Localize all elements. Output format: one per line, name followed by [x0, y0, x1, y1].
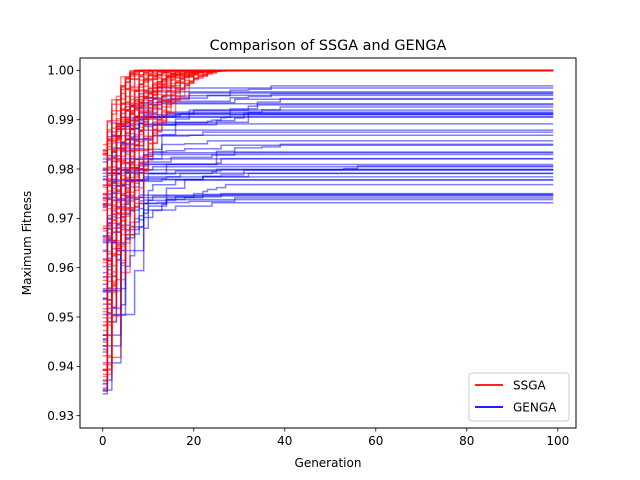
y-tick-label: 0.99 [47, 113, 74, 127]
genga-run-line [102, 183, 554, 381]
genga-run-line [102, 113, 554, 347]
genga-run-line [102, 169, 554, 316]
y-tick-label: 1.00 [47, 64, 74, 78]
plot-frame [79, 57, 577, 429]
genga-run-line [102, 176, 554, 199]
genga-run-line [102, 153, 554, 300]
genga-run-line [102, 166, 554, 200]
y-axis: 0.93 0.94 0.95 0.96 0.97 0.98 0.99 1.00 [47, 64, 80, 423]
genga-run-line [102, 194, 554, 341]
genga-run-line [102, 144, 554, 385]
legend: SSGA GENGA [468, 372, 570, 422]
y-tick-label: 0.96 [47, 261, 74, 275]
chart-title: Comparison of SSGA and GENGA [210, 38, 447, 54]
x-axis: 0 20 40 60 80 100 [99, 428, 569, 448]
y-tick-label: 0.95 [47, 310, 74, 324]
genga-run-line [102, 87, 554, 278]
genga-run-line [102, 106, 554, 351]
genga-run-line [102, 102, 554, 293]
legend-label-genga: GENGA [513, 401, 557, 415]
genga-run-line [102, 198, 554, 364]
genga-run-line [102, 123, 554, 274]
x-tick-label: 20 [186, 434, 201, 448]
y-tick-label: 0.97 [47, 212, 74, 226]
genga-run-line [102, 129, 554, 260]
plot-area [102, 69, 554, 395]
x-tick-label: 0 [99, 434, 107, 448]
genga-run-line [102, 93, 554, 305]
ssga-run-line [102, 69, 554, 261]
x-axis-label: Generation [295, 456, 362, 470]
y-tick-label: 0.98 [47, 162, 74, 176]
legend-label-ssga: SSGA [513, 379, 547, 393]
y-tick-label: 0.93 [47, 409, 74, 423]
x-tick-label: 60 [368, 434, 383, 448]
genga-run-line [102, 179, 554, 391]
x-tick-label: 80 [459, 434, 474, 448]
genga-run-line [102, 140, 554, 180]
genga-run-line [102, 112, 554, 169]
x-tick-label: 100 [546, 434, 569, 448]
y-tick-label: 0.94 [47, 360, 74, 374]
x-tick-label: 40 [277, 434, 292, 448]
genga-run-line [102, 98, 554, 178]
y-axis-label: Maximum Fitness [20, 191, 34, 296]
genga-run-line [102, 151, 554, 340]
genga-run-line [102, 202, 554, 372]
genga-run-line [102, 195, 554, 242]
genga-run-line [102, 197, 554, 292]
genga-run-line [102, 163, 554, 206]
